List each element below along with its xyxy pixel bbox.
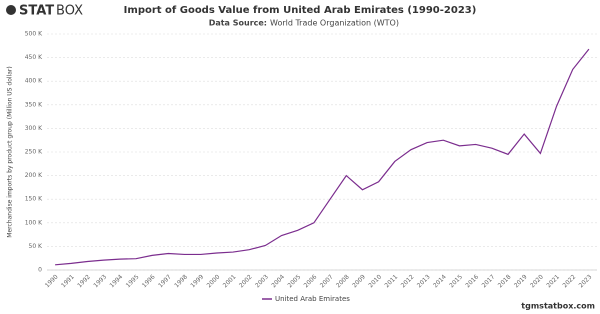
y-tick-label: 150 K — [25, 196, 43, 203]
y-tick-label: 450 K — [25, 54, 43, 61]
x-tick-label: 2005 — [286, 273, 302, 289]
x-tick-label: 1998 — [173, 273, 189, 289]
x-tick-label: 1993 — [92, 273, 108, 289]
x-tick-label: 1995 — [125, 273, 141, 289]
y-tick-label: 50 K — [29, 243, 44, 250]
x-tick-label: 2012 — [400, 273, 416, 289]
x-tick-label: 2009 — [351, 273, 367, 289]
y-tick-label: 0 — [38, 267, 42, 274]
x-tick-label: 2022 — [561, 273, 577, 289]
y-tick-label: 350 K — [25, 101, 43, 108]
x-tick-label: 2018 — [497, 273, 513, 289]
x-tick-label: 2015 — [448, 273, 464, 289]
source: World Trade Organization (WTO) — [270, 19, 399, 28]
x-tick-label: 2021 — [545, 273, 561, 289]
x-tick-label: 2006 — [303, 273, 319, 289]
line-series — [55, 48, 590, 266]
x-tick-label: 1999 — [189, 273, 205, 289]
x-tick-label: 2011 — [384, 273, 400, 289]
x-tick-label: 2010 — [367, 273, 383, 289]
x-tick-label: 1996 — [141, 273, 157, 289]
x-tick-label: 2008 — [335, 273, 351, 289]
x-tick-label: 2002 — [238, 273, 254, 289]
x-tick-label: 2020 — [529, 273, 545, 289]
x-tick-label: 1991 — [60, 273, 76, 289]
x-tick-label: 2001 — [222, 273, 238, 289]
x-tick-label: 1997 — [157, 273, 173, 289]
x-tick-label: 2000 — [206, 273, 222, 289]
x-tick-label: 2016 — [464, 273, 480, 289]
watermark: tgmstatbox.com — [521, 302, 595, 311]
legend-label: United Arab Emirates — [275, 295, 350, 303]
logo-bold: STAT — [19, 4, 54, 19]
x-tick-label: 2013 — [416, 273, 432, 289]
x-tick-label: 1994 — [109, 273, 125, 289]
x-tick-label: 1992 — [76, 273, 92, 289]
y-tick-label: 200 K — [25, 172, 43, 179]
x-tick-label: 1990 — [44, 273, 60, 289]
y-tick-label: 400 K — [25, 78, 43, 85]
logo: STAT BOX — [6, 4, 83, 19]
x-tick-label: 2007 — [319, 273, 335, 289]
x-tick-label: 2017 — [481, 273, 497, 289]
y-tick-label: 500 K — [25, 31, 43, 38]
y-axis-label: Merchandise imports by product group (Mi… — [7, 66, 14, 237]
chart-title: Import of Goods Value from United Arab E… — [124, 5, 477, 16]
x-tick-label: 2014 — [432, 273, 448, 289]
y-tick-label: 300 K — [25, 125, 43, 132]
source-label: Data Source: — [209, 19, 267, 28]
logo-icon — [6, 5, 16, 15]
y-tick-label: 100 K — [25, 219, 43, 226]
y-tick-label: 250 K — [25, 149, 43, 156]
x-tick-label: 2004 — [270, 273, 286, 289]
logo-light: BOX — [56, 4, 83, 19]
x-tick-label: 2023 — [578, 273, 594, 289]
x-tick-label: 2019 — [513, 273, 529, 289]
x-tick-label: 2003 — [254, 273, 270, 289]
